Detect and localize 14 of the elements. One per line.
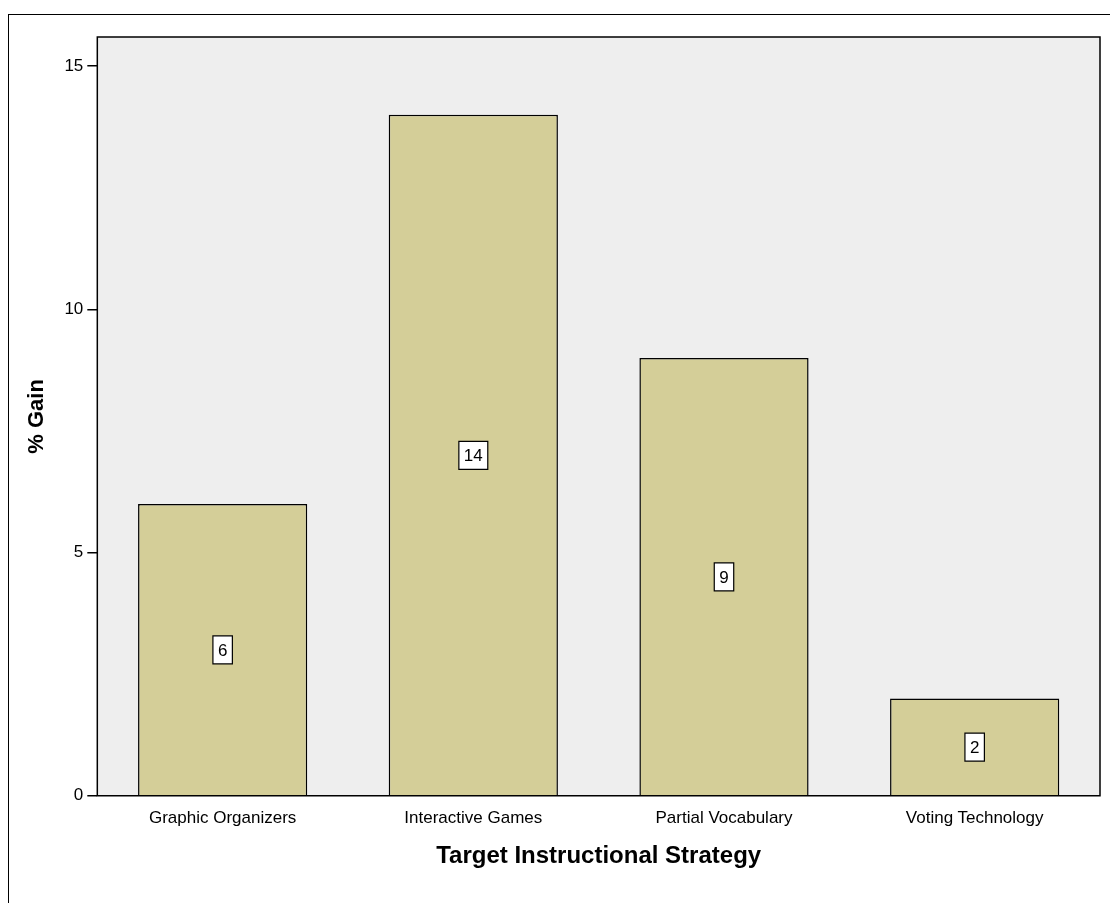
data-label: 14: [463, 446, 483, 465]
data-label: 6: [217, 640, 228, 660]
x-tick-label: Partial Vocabulary: [655, 807, 793, 827]
y-axis-title: % Gain: [23, 379, 49, 454]
x-tick-label: Interactive Games: [404, 807, 543, 827]
y-tick-label: 15: [64, 55, 84, 75]
data-label: 2: [969, 737, 980, 757]
y-tick-label: 10: [64, 299, 84, 319]
x-tick-label: Graphic Organizers: [148, 807, 297, 827]
y-tick-label: 0: [73, 785, 84, 805]
x-tick-label: Voting Technology: [905, 807, 1044, 827]
y-tick-label: 5: [73, 542, 84, 562]
x-axis-title: Target Instructional Strategy: [436, 841, 762, 869]
data-label: 9: [719, 567, 729, 587]
